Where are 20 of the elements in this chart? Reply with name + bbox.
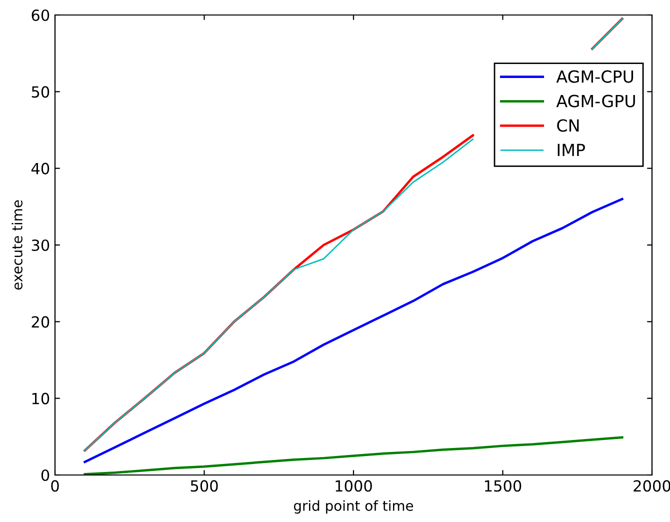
y-axis-title: execute time [12,200,22,290]
y-tick-label: 50 [32,86,50,98]
legend-label: CN [557,119,579,132]
y-tick-label: 20 [32,316,50,328]
y-tick-label: 0 [41,469,50,482]
line-series [84,198,624,464]
legend-label: AGM-GPU [556,94,635,108]
x-tick-label: 2000 [634,480,670,492]
x-axis-title: grid point of time [294,500,414,514]
legend-label: IMP [558,144,585,156]
y-tick-label: 10 [32,392,50,404]
legend-label: AGM-CPU [556,70,634,83]
x-tick-label: 500 [190,480,218,492]
y-tick-label: 30 [32,239,50,252]
line-series [84,436,624,475]
y-tick-label: 40 [31,162,50,174]
x-tick-label: 1500 [484,480,522,492]
y-tick-label: 60 [32,9,50,22]
x-tick-label: 1000 [336,480,372,492]
x-tick-label: 0 [51,480,59,492]
